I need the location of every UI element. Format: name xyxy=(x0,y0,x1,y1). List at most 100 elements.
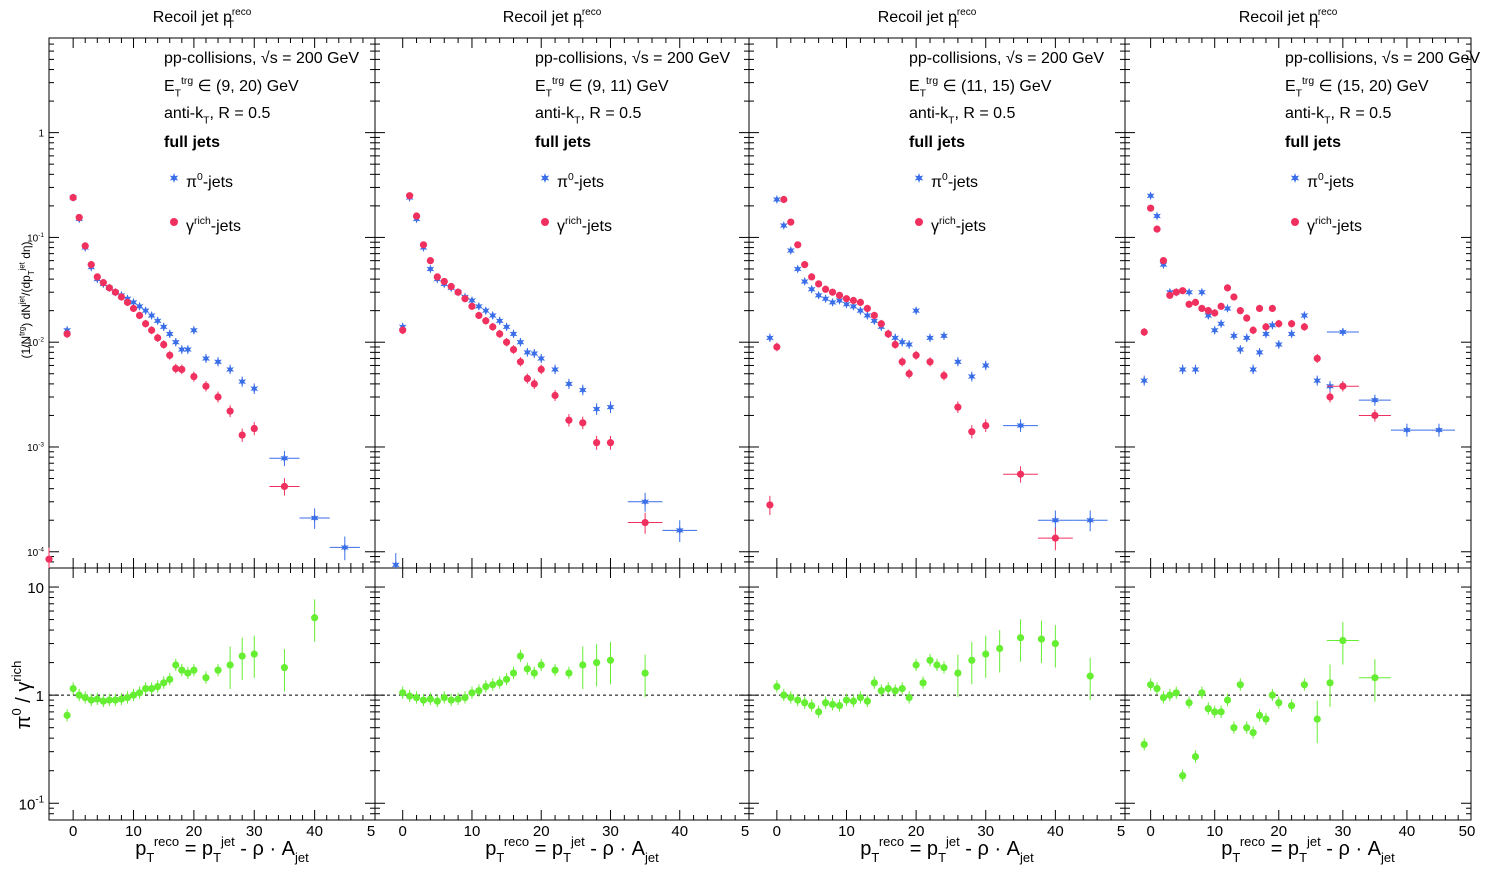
data-point xyxy=(280,453,289,463)
ratio-point xyxy=(63,711,71,719)
ratio-point xyxy=(1268,691,1276,699)
data-point xyxy=(870,316,879,326)
data-point xyxy=(786,246,795,255)
annotations: pp-collisions, √s = 200 GeV ETtrg ∈ (15, … xyxy=(1285,50,1480,151)
ratio-y-ticks xyxy=(1125,586,1471,821)
ratio-point xyxy=(996,644,1004,653)
data-point xyxy=(171,337,180,347)
data-point xyxy=(1268,320,1277,330)
data-point xyxy=(1086,515,1095,525)
data-point xyxy=(166,351,174,359)
ratio-y-ticks xyxy=(375,586,749,821)
data-point xyxy=(160,340,168,349)
data-point xyxy=(1153,211,1161,221)
data-point xyxy=(842,299,851,309)
ratio-point xyxy=(1313,715,1321,723)
x-tick-label: 30 xyxy=(1335,823,1352,840)
x-tick-label: 10 xyxy=(125,823,142,840)
data-point xyxy=(426,264,435,274)
data-point xyxy=(641,497,649,507)
data-point xyxy=(1016,421,1025,431)
data-point xyxy=(45,555,53,563)
ratio-point xyxy=(530,669,538,677)
data-point xyxy=(178,365,186,374)
x-tick-label: 40 xyxy=(671,823,688,840)
data-point xyxy=(310,513,319,523)
data-point xyxy=(1300,311,1309,320)
data-point xyxy=(606,439,615,447)
data-point xyxy=(675,525,684,535)
annotation: full jets xyxy=(535,134,591,151)
data-point xyxy=(250,424,258,433)
data-point xyxy=(1159,257,1168,265)
ratio-point xyxy=(406,692,414,700)
ratio-point xyxy=(87,696,95,704)
data-point xyxy=(1140,328,1148,336)
data-point xyxy=(891,340,899,349)
data-point xyxy=(1275,320,1283,328)
legend-marker-gamma xyxy=(915,218,923,226)
data-point xyxy=(940,331,948,341)
data-point xyxy=(202,382,210,390)
data-point xyxy=(238,377,247,387)
data-point xyxy=(877,320,885,328)
data-point xyxy=(842,295,851,303)
x-tick-label: 40 xyxy=(1047,823,1064,840)
top-y-ticks xyxy=(1125,37,1471,569)
y-axis-labels: (1/Ntrg) dNjet/(dpTjet dη) π0 / γrich xyxy=(9,241,36,729)
ratio-point xyxy=(1300,681,1309,689)
data-point xyxy=(849,296,858,305)
series-pi0 xyxy=(1140,191,1455,437)
x-ticks: 0 10 20 30 40 50 xyxy=(1146,38,1475,840)
data-point xyxy=(565,416,573,424)
ratio-point xyxy=(1371,674,1379,682)
x-tick-label: 0 xyxy=(1146,823,1154,840)
data-point xyxy=(129,304,138,313)
data-point xyxy=(280,482,289,491)
data-point xyxy=(488,311,497,320)
top-y-ticks: 1 10-1 10-2 10-3 10-4 xyxy=(27,37,375,569)
data-point xyxy=(190,372,198,381)
data-point xyxy=(898,358,906,366)
data-point xyxy=(184,345,192,355)
ratio-point xyxy=(111,696,120,704)
data-point xyxy=(1313,354,1321,363)
ratio-point xyxy=(117,695,126,703)
data-point xyxy=(981,360,990,370)
ratio-point xyxy=(863,697,871,705)
ratio-frame xyxy=(748,567,1126,821)
y-axis-label-top: (1/Ntrg) dNjet/(dpTjet dη) xyxy=(18,241,37,358)
ratio-point xyxy=(933,661,941,669)
data-point xyxy=(1236,307,1244,315)
annotation: full jets xyxy=(164,134,220,151)
ratio-point xyxy=(433,697,441,705)
ratio-point xyxy=(968,656,976,664)
ratio-point xyxy=(828,700,837,709)
data-point xyxy=(1230,293,1238,301)
x-tick-label: 10 xyxy=(838,823,855,840)
data-point xyxy=(905,340,913,349)
data-point xyxy=(1313,376,1322,386)
data-point xyxy=(530,380,538,388)
data-point xyxy=(135,301,144,311)
ratio-point xyxy=(1159,693,1168,702)
legend-label-pi0: π0-jets xyxy=(931,172,978,191)
ratio-point xyxy=(815,708,823,716)
panel-title: Recoil jet preco T xyxy=(1239,7,1338,31)
ratio-point xyxy=(1223,696,1232,704)
ratio-point xyxy=(447,696,455,704)
ratio-point xyxy=(905,693,913,702)
data-point xyxy=(159,322,168,332)
legend: π0-jets γrich-jets xyxy=(1290,172,1362,235)
data-point xyxy=(835,296,844,305)
ratio-point xyxy=(148,684,156,693)
data-point xyxy=(509,329,518,339)
data-point xyxy=(1198,304,1206,313)
ratio-y-ticks: 10 1 10-1 xyxy=(19,580,375,821)
data-point xyxy=(1016,470,1025,478)
data-point xyxy=(1191,298,1200,306)
data-point xyxy=(856,306,865,316)
ratio-point xyxy=(509,669,518,677)
panel-title: Recoil jet preco T xyxy=(153,7,252,31)
